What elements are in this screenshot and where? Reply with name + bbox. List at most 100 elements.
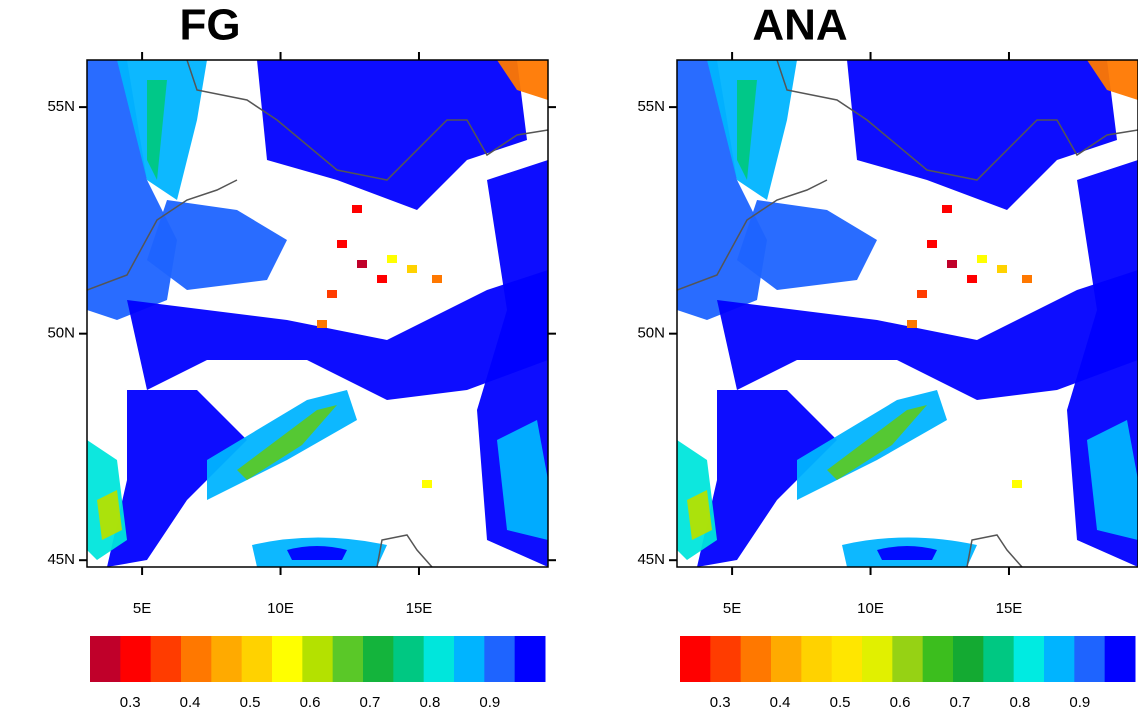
lat-tick-label: 55N [637,98,665,115]
field-speck [947,260,957,268]
lon-tick-label: 10E [857,600,884,617]
panel: FG 45N 50N 55N 5E 10E 15E 0.3 0.4 0.5 0.6 0.7 0.8 0.9 [47,1,556,711]
colorbar-box [332,636,364,682]
colorbar-tick-label: 0.5 [830,694,851,711]
field-area [1087,420,1138,540]
colorbar-box [150,636,182,682]
field-speck [352,205,362,213]
lat-tick-label: 45N [637,551,665,568]
colorbar-box [211,636,243,682]
lat-tick-label: 45N [47,551,75,568]
colorbar-box [710,636,742,682]
map-frame [86,59,549,568]
colorbar-box [241,636,273,682]
colorbar-box [1044,636,1075,682]
field-speck [907,320,917,328]
map-field [677,60,1138,567]
field-speck [377,275,387,283]
lat-tick-label: 55N [47,98,75,115]
field-area [147,80,167,180]
colorbar-box [120,636,152,682]
lon-tick-label: 5E [723,600,741,617]
colorbar-box [393,636,425,682]
colorbar-box [862,636,893,682]
colorbar-box [1013,636,1045,682]
colorbar-tick-label: 0.9 [1069,694,1090,711]
field-speck [422,480,432,488]
colorbar-box [514,636,546,682]
field-area [497,60,548,100]
colorbar-box [1074,636,1106,682]
colorbar-tick-label: 0.7 [950,694,971,711]
colorbar-box [181,636,212,682]
colorbar-box [90,636,121,682]
colorbar-box [771,636,802,682]
field-area [237,405,337,480]
field-area [257,60,527,210]
field-speck [997,265,1007,273]
field-speck [387,255,397,263]
field-area [847,60,1117,210]
colorbar-box [983,636,1015,682]
colorbar-box [454,636,485,682]
field-speck [917,290,927,298]
colorbar-tick-label: 0.3 [710,694,731,711]
field-area [127,270,548,400]
lon-tick-label: 15E [996,600,1023,617]
colorbar-tick-label: 0.4 [180,694,201,711]
lat-tick-label: 50N [47,325,75,342]
lon-tick-label: 15E [406,600,433,617]
colorbar-box [484,636,516,682]
map-frame [676,59,1138,568]
field-area [827,405,927,480]
colorbar-tick-label: 0.6 [300,694,321,711]
field-speck [942,205,952,213]
colorbar-tick-label: 0.9 [479,694,500,711]
field-area [687,490,712,540]
panel: ANA 45N 50N 55N 5E 10E 15E 0.3 0.4 0.5 0.6 0.7 0.8 0.… [637,1,1138,711]
colorbar-tick-label: 0.8 [1009,694,1030,711]
colorbar-tick-label: 0.6 [890,694,911,711]
field-area [497,420,548,540]
coastline [87,60,548,567]
colorbar-box [302,636,334,682]
colorbar-box [831,636,863,682]
field-area [1087,60,1138,100]
field-speck [977,255,987,263]
colorbar-tick-label: 0.3 [120,694,141,711]
field-area [107,390,247,567]
field-area [287,546,347,560]
field-speck [327,290,337,298]
colorbar-box [363,636,394,682]
colorbar-box [922,636,954,682]
colorbar-box [272,636,303,682]
field-area [717,270,1138,400]
field-area [877,546,937,560]
field-area [697,390,837,567]
colorbar-box [801,636,833,682]
colorbar-box [1104,636,1136,682]
colorbar-tick-label: 0.5 [240,694,261,711]
colorbar-box [680,636,711,682]
map-field [87,60,548,567]
colorbar-tick-label: 0.4 [770,694,791,711]
field-speck [357,260,367,268]
field-speck [1012,480,1022,488]
field-speck [927,240,937,248]
coastline [677,60,1138,567]
colorbar-box [423,636,455,682]
lon-tick-label: 5E [133,600,151,617]
colorbar-box [953,636,984,682]
field-speck [317,320,327,328]
field-speck [1022,275,1032,283]
field-area [737,200,877,290]
field-area [147,200,287,290]
panel-title: FG [179,1,240,50]
field-speck [967,275,977,283]
field-speck [432,275,442,283]
field-area [737,80,757,180]
colorbar-box [740,636,772,682]
field-speck [337,240,347,248]
colorbar-tick-label: 0.7 [360,694,381,711]
